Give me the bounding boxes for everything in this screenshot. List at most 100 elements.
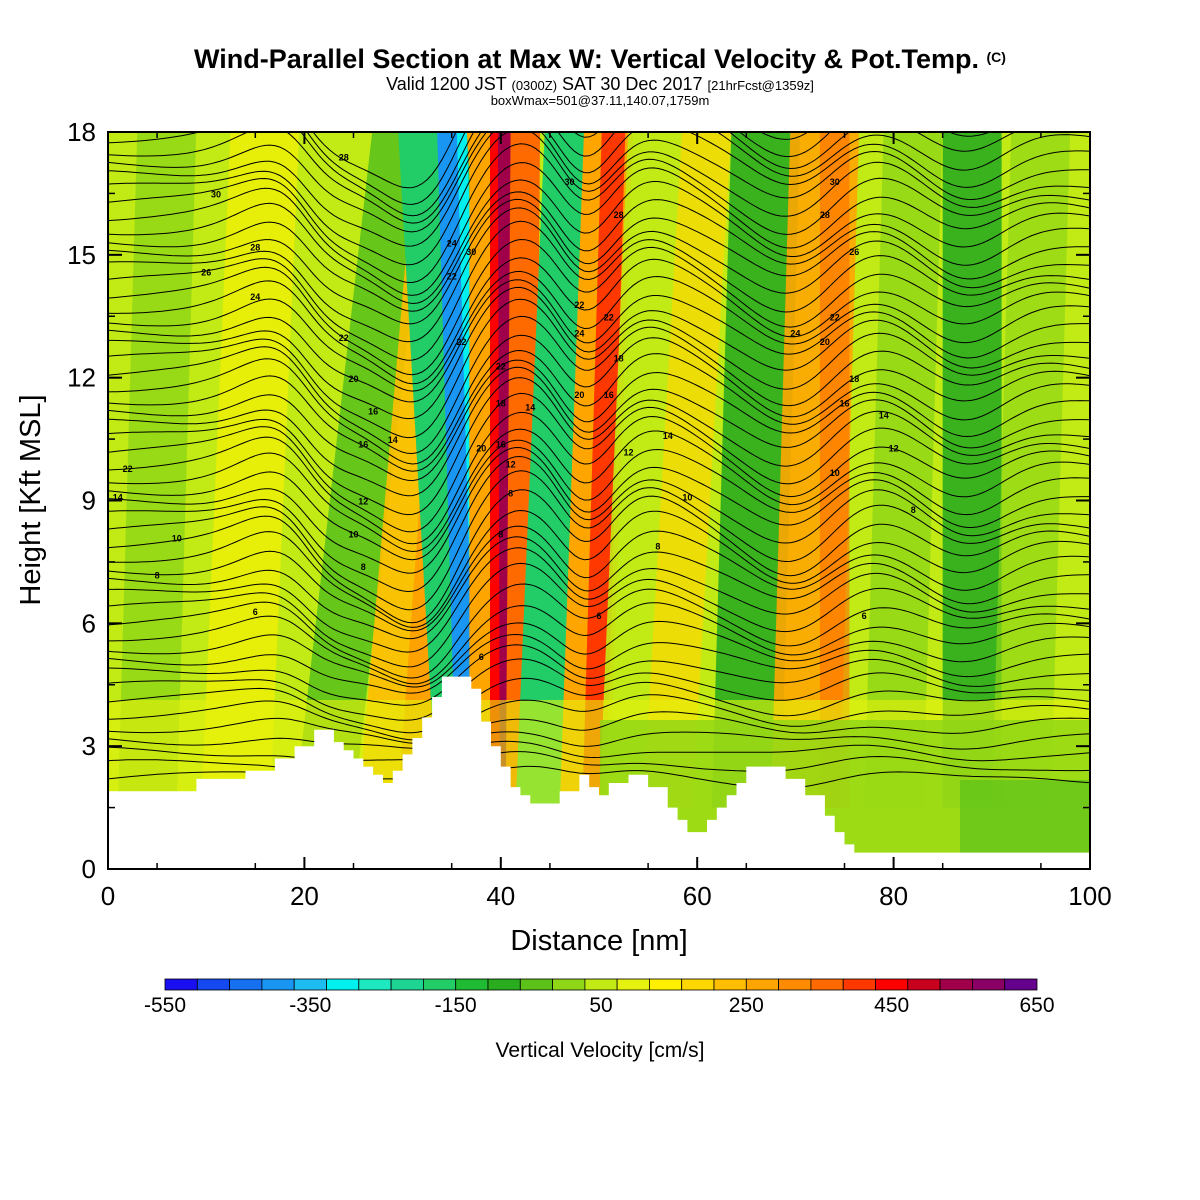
theta-contour: [108, 620, 1090, 688]
theta-contour-label: 30: [564, 177, 574, 187]
colorbar-swatch: [358, 978, 392, 991]
theta-contour-label: 8: [911, 505, 916, 515]
theta-contour: [108, 525, 1090, 632]
theta-contour: [108, 179, 1090, 305]
theta-contour: [108, 238, 1090, 376]
theta-contour: [108, 286, 1090, 420]
colorbar-swatch: [810, 978, 844, 991]
velocity-bands: [108, 132, 1090, 869]
theta-contour-label: 10: [682, 493, 692, 503]
theta-contour-label: 8: [155, 570, 160, 580]
theta-contour: [108, 334, 1090, 465]
theta-contour-label: 6: [253, 607, 258, 617]
theta-contour: [108, 489, 1090, 624]
theta-contour-label: 22: [830, 312, 840, 322]
theta-contour: [108, 220, 1090, 361]
theta-contour: [108, 740, 1090, 762]
theta-contour-label: 18: [614, 353, 624, 363]
theta-contour-label: 22: [604, 312, 614, 322]
y-axis-label: Height [Kft MSL]: [15, 394, 47, 605]
colorbar-swatch: [261, 978, 295, 991]
velocity-band: [643, 132, 732, 808]
colorbar-swatch: [293, 978, 327, 991]
theta-contour-label: 10: [348, 529, 358, 539]
theta-contour-label: 14: [113, 493, 123, 503]
theta-contour-label: 22: [496, 362, 506, 372]
colorbar-swatch: [390, 978, 424, 991]
x-tick-label: 20: [290, 881, 319, 911]
valid-time: Valid 1200 JST: [386, 74, 507, 94]
theta-contour-label: 30: [830, 177, 840, 187]
velocity-band: [117, 132, 197, 808]
theta-contour: [108, 446, 1090, 574]
copyright-mark: (C): [986, 49, 1006, 65]
theta-contour-labels: 22 8 10 30 26 6 28 24 28 22 20 16 16 14 12 10 8 24 22 22 30 2…: [113, 153, 916, 663]
y-tick-label: 9: [82, 486, 96, 516]
x-tick-label: 60: [683, 881, 712, 911]
forecast-info: [21hrFcst@1359z]: [707, 78, 814, 93]
theta-contour: [108, 439, 1090, 561]
theta-contour: [108, 132, 1090, 247]
colorbar-tick-label: 250: [729, 994, 764, 1017]
theta-contour-label: 22: [339, 333, 349, 343]
theta-contour: [108, 509, 1090, 628]
theta-contour-label: 14: [879, 411, 889, 421]
theta-contour: [108, 132, 1090, 224]
theta-contour: [108, 207, 1090, 343]
colorbar-tick-label: 450: [874, 994, 909, 1017]
theta-contour-label: 26: [201, 267, 211, 277]
theta-contour: [108, 143, 1090, 283]
theta-contour-label: 12: [623, 448, 633, 458]
theta-contour-label: 22: [123, 464, 133, 474]
theta-contour: [108, 411, 1090, 545]
colorbar-swatch: [681, 978, 715, 991]
theta-contour-label: 16: [368, 407, 378, 417]
colorbar-label: Vertical Velocity [cm/s]: [496, 1039, 705, 1062]
theta-contour-label: 26: [849, 247, 859, 257]
theta-contour-label: 24: [790, 329, 800, 339]
theta-contour-label: 6: [479, 652, 484, 662]
theta-contour-label: 20: [820, 337, 830, 347]
y-tick-label: 3: [82, 731, 96, 761]
colorbar-tick-label: -150: [435, 994, 477, 1017]
colorbar-tick-label: 650: [1019, 994, 1054, 1017]
theta-contour: [108, 731, 1090, 750]
theta-contour-label: 20: [348, 374, 358, 384]
theta-contour-label: 12: [358, 497, 368, 507]
theta-contour-label: 28: [820, 210, 830, 220]
theta-contour-label: 10: [172, 533, 182, 543]
colorbar-swatch: [326, 978, 360, 991]
theta-contour: [108, 377, 1090, 516]
x-tick-label: 40: [486, 881, 515, 911]
colorbar-tick-label: -550: [144, 994, 186, 1017]
plot-area: 22 8 10 30 26 6 28 24 28 22 20 16 16 14 12 10 8 24 22 22 30 2…: [107, 131, 1091, 870]
theta-contour: [108, 279, 1090, 403]
terrain-mask: [108, 676, 1090, 869]
theta-contour-label: 28: [614, 210, 624, 220]
theta-contour-label: 22: [456, 337, 466, 347]
theta-contour: [108, 257, 1090, 385]
y-tick-label: 15: [67, 240, 96, 270]
x-tick-label: 80: [879, 881, 908, 911]
theta-contour: [108, 198, 1090, 325]
colorbar-swatch: [487, 978, 521, 991]
theta-contour-label: 28: [339, 153, 349, 163]
theta-contour-label: 8: [361, 562, 366, 572]
theta-contour-label: 10: [830, 468, 840, 478]
theta-contour: [108, 366, 1090, 497]
theta-contour-label: 8: [655, 542, 660, 552]
theta-contour: [108, 633, 1090, 694]
colorbar-swatch: [649, 978, 683, 991]
box-info: boxWmax=501@37.11,140.07,1759m: [490, 93, 710, 108]
theta-contour-label: 8: [498, 529, 503, 539]
theta-contour-label: 24: [250, 292, 260, 302]
theta-contour-label: 16: [358, 439, 368, 449]
chart-title-text: Wind-Parallel Section at Max W: Vertical…: [194, 44, 979, 74]
theta-contour-label: 12: [506, 460, 516, 470]
velocity-band: [201, 132, 300, 808]
velocity-band: [942, 132, 1002, 808]
colorbar-swatch: [1004, 978, 1038, 991]
colorbar-swatch: [422, 978, 457, 991]
theta-contour-label: 30: [211, 190, 221, 200]
